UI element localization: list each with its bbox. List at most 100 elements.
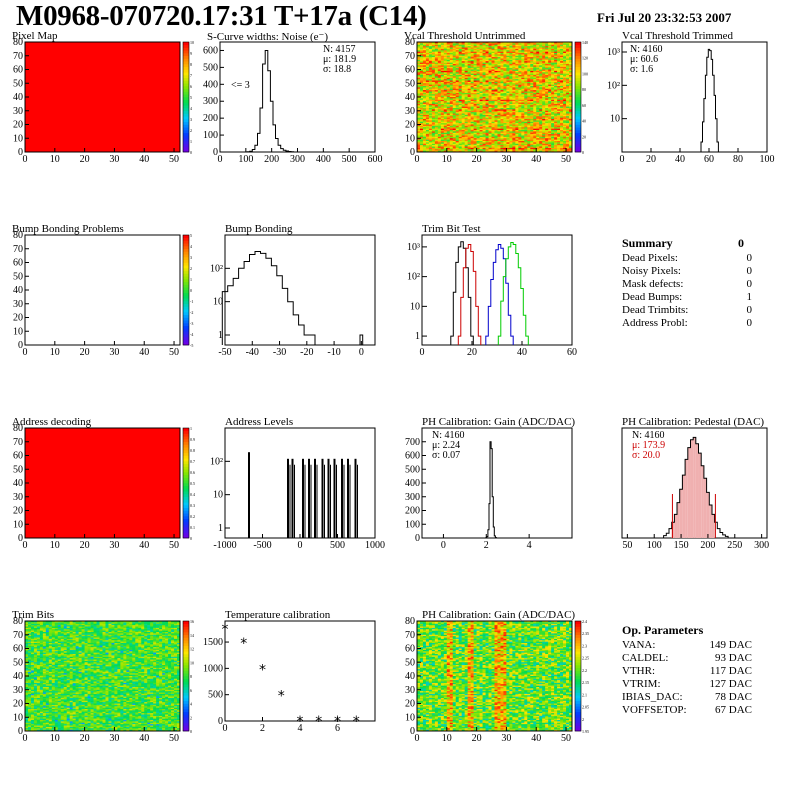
colorbar-segment: [183, 494, 189, 497]
colorbar-tick-label: 4: [190, 244, 192, 249]
y-tick-label: 40: [13, 92, 23, 103]
x-tick-label: 1000: [365, 540, 385, 551]
y-tick-label: 10³: [607, 47, 620, 58]
y-tick-label: 30: [13, 492, 23, 503]
x-tick-label: 30: [109, 154, 119, 165]
x-tick-label: 40: [531, 154, 541, 165]
summary-row-value: 0: [747, 278, 753, 290]
colorbar-segment: [183, 249, 189, 252]
x-tick-label: 50: [622, 540, 632, 551]
x-tick-label: 20: [472, 154, 482, 165]
pedestal-fill: [693, 437, 696, 538]
y-tick-label: 60: [13, 451, 23, 462]
x-tick-label: 500: [342, 154, 357, 165]
colorbar-segment: [183, 334, 189, 337]
summary-row-value: 0: [747, 265, 753, 277]
y-tick-label: 10: [410, 301, 420, 312]
colorbar-segment: [183, 127, 189, 130]
x-tick-label: 20: [646, 154, 656, 165]
plot-frame: [225, 235, 375, 345]
x-tick-label: 0: [415, 154, 420, 165]
colorbar-segment: [183, 439, 189, 442]
y-tick-label: 10²: [407, 272, 420, 283]
y-tick-label: 10: [213, 297, 223, 308]
colorbar-segment: [183, 516, 189, 519]
colorbar-segment: [183, 147, 189, 150]
y-tick-label: 70: [13, 51, 23, 62]
x-tick-label: 10: [442, 154, 452, 165]
colorbar-segment: [575, 105, 581, 108]
y-tick-label: 50: [13, 271, 23, 282]
colorbar-segment: [183, 53, 189, 56]
y-tick-label: 70: [13, 437, 23, 448]
colorbar-segment: [183, 285, 189, 288]
colorbar-segment: [183, 263, 189, 266]
x-tick-label: -1000: [213, 540, 236, 551]
stat-line: σ: 1.6: [630, 64, 653, 75]
y-tick-label: 0: [18, 533, 23, 544]
plot-frame: [225, 428, 375, 538]
y-tick-label: 30: [13, 106, 23, 117]
colorbar-segment: [183, 103, 189, 106]
x-tick-label: 150: [674, 540, 689, 551]
colorbar-segment: [183, 42, 189, 45]
colorbar-segment: [575, 108, 581, 111]
colorbar-segment: [183, 290, 189, 293]
pedestal-fill: [688, 448, 691, 538]
colorbar-segment: [183, 141, 189, 144]
y-tick-label: 20: [405, 120, 415, 131]
colorbar-segment: [183, 524, 189, 527]
y-tick-label: 70: [405, 51, 415, 62]
colorbar-tick-label: 0.1: [190, 525, 195, 530]
x-tick-label: 400: [316, 154, 331, 165]
colorbar-segment: [575, 53, 581, 56]
y-tick-label: 20: [13, 120, 23, 131]
colorbar-segment: [183, 238, 189, 241]
y-tick-label: 20: [13, 313, 23, 324]
colorbar-segment: [183, 323, 189, 326]
x-tick-label: 20: [80, 154, 90, 165]
x-tick-label: 500: [330, 540, 345, 551]
summary-row: Address Probl:0: [622, 317, 752, 329]
colorbar-segment: [183, 45, 189, 48]
y-tick-label: 10³: [407, 242, 420, 253]
y-tick-label: 10²: [607, 80, 620, 91]
y-tick-label: 200: [203, 113, 218, 124]
colorbar-tick-label: 5: [190, 233, 192, 238]
colorbar-segment: [575, 97, 581, 100]
colorbar-tick-label: 100: [582, 71, 588, 76]
colorbar-tick-label: 0.3: [190, 503, 195, 508]
colorbar-segment: [183, 522, 189, 525]
colorbar-segment: [183, 331, 189, 334]
stat-line: σ: 20.0: [632, 450, 660, 461]
colorbar-segment: [183, 309, 189, 312]
colorbar-segment: [183, 431, 189, 434]
x-tick-label: 0: [23, 347, 28, 358]
colorbar-segment: [575, 130, 581, 133]
colorbar-segment: [183, 483, 189, 486]
heatmap-cells: [25, 621, 180, 731]
x-tick-label: 250: [727, 540, 742, 551]
colorbar-segment: [183, 450, 189, 453]
colorbar-segment: [575, 116, 581, 119]
colorbar-segment: [575, 56, 581, 59]
y-tick-label: 50: [13, 464, 23, 475]
colorbar-tick-label: 0.4: [190, 492, 195, 497]
summary-row-value: 1: [747, 291, 753, 303]
summary-row-label: Address Probl:: [622, 317, 688, 329]
colorbar-tick-label: 0: [190, 536, 192, 541]
colorbar-tick-label: 0.5: [190, 481, 195, 486]
y-tick-label: 300: [405, 492, 420, 503]
colorbar-segment: [575, 111, 581, 114]
colorbar-segment: [183, 276, 189, 279]
y-tick-label: 10²: [210, 263, 223, 274]
